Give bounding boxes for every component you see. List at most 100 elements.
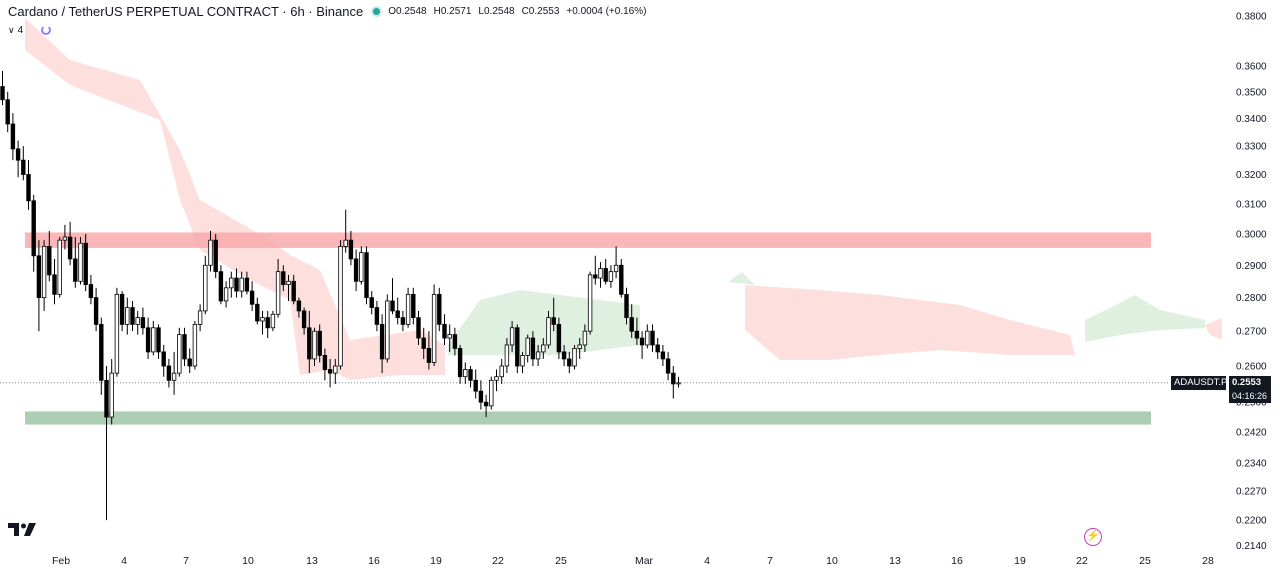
- candle: [301, 307, 307, 335]
- candle: [36, 240, 42, 332]
- price-tick-label: 0.2800: [1236, 293, 1267, 304]
- candle: [62, 224, 68, 250]
- candle: [655, 338, 660, 359]
- candle: [99, 317, 104, 395]
- support-zone: [25, 411, 1151, 425]
- symbol-price-tag: ADAUSDT.P: [1171, 376, 1227, 390]
- candle: [145, 317, 151, 359]
- candle: [192, 320, 198, 370]
- flash-icon[interactable]: ⚡: [1084, 528, 1102, 546]
- candle: [587, 271, 593, 335]
- price-tick-label: 0.3000: [1236, 230, 1267, 241]
- candle: [312, 327, 317, 366]
- time-tick-label: 25: [1139, 555, 1151, 567]
- cloud-bear-segment: [25, 18, 445, 380]
- candle: [21, 146, 26, 181]
- candle: [182, 327, 187, 366]
- candle: [546, 310, 551, 349]
- candle: [442, 314, 447, 345]
- candle: [473, 369, 478, 399]
- candle: [385, 294, 390, 363]
- candle: [671, 366, 676, 399]
- candle: [379, 314, 385, 374]
- candle: [197, 304, 203, 332]
- candle: [130, 300, 135, 332]
- candle: [629, 304, 634, 339]
- candle: [416, 310, 421, 345]
- candle: [88, 274, 94, 305]
- candle: [317, 324, 322, 363]
- candle: [333, 358, 338, 384]
- cloud-bear-segment: [1205, 318, 1222, 340]
- candle: [468, 366, 473, 388]
- symbol-title[interactable]: Cardano / TetherUS PERPETUAL CONTRACT · …: [8, 3, 364, 19]
- candle: [577, 338, 582, 359]
- price-tick-label: 0.2900: [1236, 261, 1267, 272]
- candle: [244, 271, 250, 295]
- candle: [348, 230, 354, 266]
- time-tick-label: 4: [121, 555, 127, 567]
- candle: [665, 351, 671, 381]
- candle: [478, 380, 484, 410]
- candle: [161, 344, 166, 377]
- time-tick-label: Mar: [635, 555, 654, 567]
- cloud-bull-segment: [1085, 295, 1205, 342]
- candle: [239, 271, 244, 298]
- candle: [494, 369, 499, 392]
- candle: [140, 307, 146, 335]
- candle: [509, 320, 515, 352]
- candle: [535, 344, 541, 366]
- candle: [109, 358, 114, 425]
- candle: [603, 258, 608, 285]
- time-tick-label: 22: [1076, 555, 1088, 567]
- chevron-down-icon[interactable]: ∨: [8, 24, 15, 35]
- candle: [437, 287, 442, 332]
- cloud-bear-segment: [745, 285, 1075, 360]
- candle: [41, 240, 47, 311]
- candle: [67, 221, 73, 266]
- candle: [265, 310, 270, 339]
- candle: [364, 246, 369, 305]
- candle: [390, 278, 395, 315]
- candle: [343, 209, 348, 253]
- candle: [520, 351, 525, 374]
- candle: [255, 297, 260, 325]
- candle: [296, 297, 302, 318]
- candle: [31, 194, 36, 272]
- candle: [400, 310, 406, 332]
- change-value: +0.0004 (+0.16%): [566, 5, 647, 17]
- price-tick-label: 0.2600: [1236, 362, 1267, 373]
- candle: [572, 344, 577, 370]
- candle: [104, 366, 109, 521]
- indicator-count: 4: [17, 24, 24, 36]
- candle: [260, 310, 265, 335]
- candle: [395, 297, 400, 325]
- time-tick-label: 10: [242, 555, 254, 567]
- time-tick-label: 16: [368, 555, 380, 567]
- time-tick-label: 19: [1014, 555, 1026, 567]
- candle: [374, 300, 380, 332]
- candle: [483, 394, 489, 418]
- candle: [229, 271, 234, 298]
- candle: [676, 376, 681, 388]
- candle: [489, 376, 494, 410]
- candle: [515, 324, 520, 374]
- time-axis[interactable]: Feb 4 7 10 13 16 19 22 25 Mar 4 7 10 13 16 19 22 25 28: [52, 555, 1214, 567]
- price-axis[interactable]: 0.3800 0.3600 0.3500 0.3400 0.3300 0.3200 0.31…: [1236, 11, 1267, 552]
- candle: [452, 327, 458, 356]
- candle: [556, 317, 562, 359]
- chart-header: Cardano / TetherUS PERPETUAL CONTRACT · …: [8, 2, 646, 20]
- candle: [598, 262, 603, 288]
- price-tick-label: 0.3300: [1236, 142, 1267, 153]
- candle: [93, 287, 99, 332]
- candle: [10, 113, 16, 161]
- tradingview-logo-icon[interactable]: [8, 521, 38, 537]
- indicators-toggle[interactable]: ∨ 4: [8, 22, 52, 38]
- time-tick-label: 13: [306, 555, 318, 567]
- candle: [223, 281, 229, 308]
- price-tick-label: 0.2140: [1236, 541, 1267, 552]
- price-tick-label: 0.2420: [1236, 428, 1267, 439]
- price-tick-label: 0.2700: [1236, 327, 1267, 338]
- candle: [322, 348, 328, 381]
